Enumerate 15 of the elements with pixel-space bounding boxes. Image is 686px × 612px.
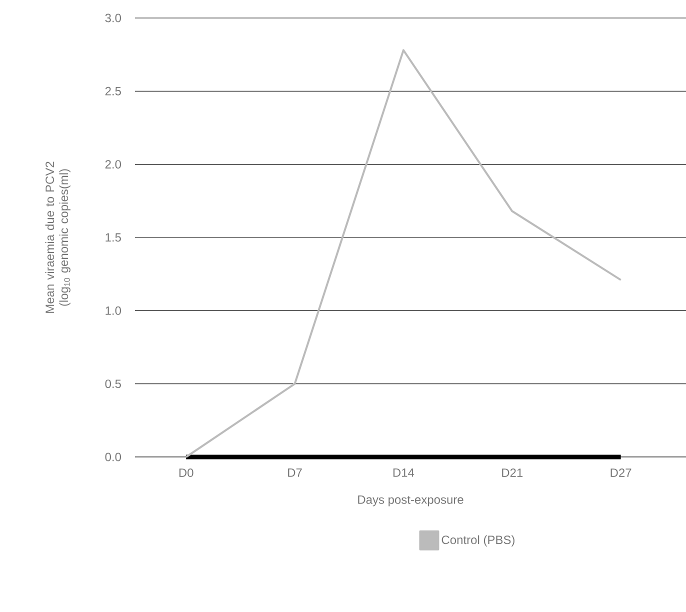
x-tick-label: D27 xyxy=(610,468,632,477)
y-tick-label: 0.0 xyxy=(105,452,122,462)
line-series xyxy=(185,49,622,458)
x-tick-label: D14 xyxy=(393,468,414,477)
y-tick-label: 1.0 xyxy=(106,306,122,315)
x-axis-title: Days post-exposure xyxy=(358,496,464,506)
y-tick-label: 2.0 xyxy=(105,160,122,169)
y-tick-label: 0.5 xyxy=(105,380,121,388)
legend-label: Control (PBS) xyxy=(442,535,514,546)
y-tick-label: 3.0 xyxy=(105,14,122,22)
x-tick-label: D21 xyxy=(502,468,523,477)
x-tick-label: D0 xyxy=(179,468,194,478)
y-tick-label: 2.5 xyxy=(105,86,121,96)
y-tick-label: 1.5 xyxy=(106,233,121,242)
x-tick-label: D7 xyxy=(288,468,302,477)
